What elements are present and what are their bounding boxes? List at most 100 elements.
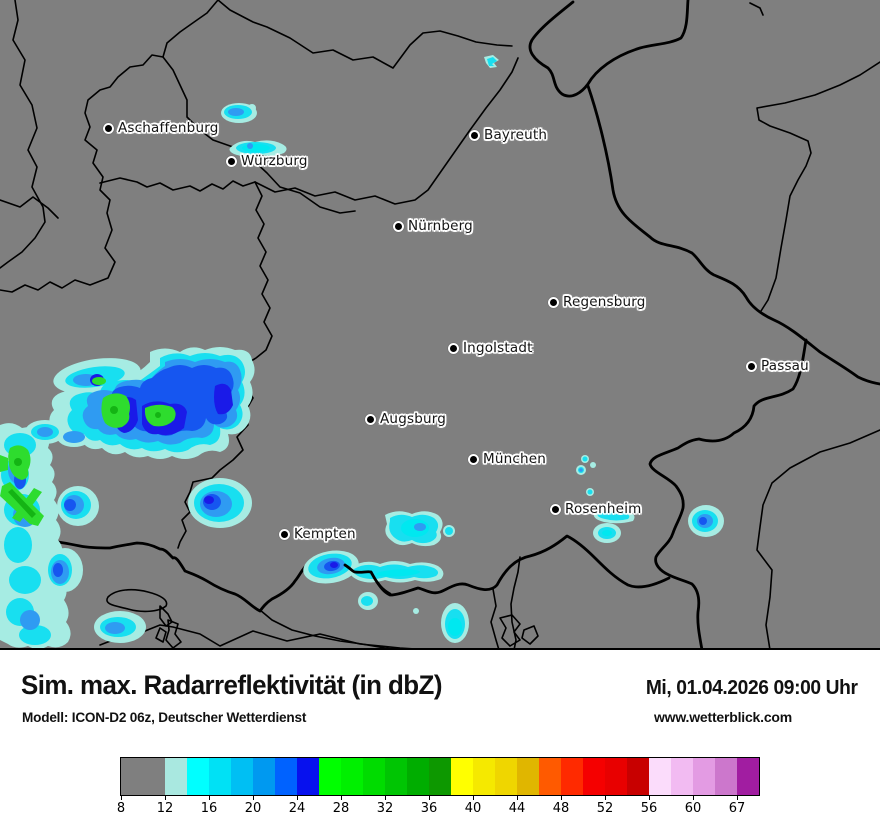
country-border-overlay	[343, 563, 392, 596]
tick-label: 8	[116, 801, 126, 816]
tick-label: 12	[156, 801, 174, 816]
city-label: Aschaffenburg	[118, 120, 219, 136]
city-dot-icon	[226, 155, 237, 167]
tick-label: 44	[508, 801, 526, 816]
precipitation-layer	[0, 55, 724, 648]
colorbar-segment	[473, 758, 495, 795]
city-label: Rosenheim	[565, 501, 642, 517]
colorbar-segment	[649, 758, 671, 795]
colorbar-segment	[121, 758, 165, 795]
colorbar-segment	[561, 758, 583, 795]
tick-mark	[385, 795, 386, 800]
valid-time: Mi, 01.04.2026 09:00 Uhr	[646, 677, 858, 699]
city-marker[interactable]: Nürnberg	[393, 218, 473, 234]
colorbar-segment	[363, 758, 385, 795]
colorbar-segment	[605, 758, 627, 795]
city-marker[interactable]: Regensburg	[548, 294, 646, 310]
city-dot-icon	[103, 122, 114, 134]
city-marker[interactable]: Bayreuth	[469, 127, 547, 143]
city-dot-icon	[279, 528, 290, 540]
tick-mark	[429, 795, 430, 800]
colorbar-segment	[517, 758, 539, 795]
tick-mark	[209, 795, 210, 800]
colorbar-segment	[539, 758, 561, 795]
tick-mark	[517, 795, 518, 800]
radar-map[interactable]: Aschaffenburg Würzburg Bayreuth Nürnberg…	[0, 0, 880, 650]
colorbar-ticks: 8 12 16 20 24 28 32 36 40 44 48 52 56 60 67	[117, 795, 780, 825]
tick-mark	[561, 795, 562, 800]
colorbar-segment	[429, 758, 451, 795]
map-canvas	[0, 0, 880, 648]
tick-label: 16	[200, 801, 218, 816]
city-marker[interactable]: Rosenheim	[550, 501, 642, 517]
colorbar-segment	[407, 758, 429, 795]
tick-label: 52	[596, 801, 614, 816]
city-marker[interactable]: Ingolstadt	[448, 340, 533, 356]
tick-mark	[341, 795, 342, 800]
colorbar-segment	[297, 758, 319, 795]
city-marker[interactable]: Würzburg	[226, 153, 308, 169]
tick-label: 40	[464, 801, 482, 816]
colorbar-segment	[253, 758, 275, 795]
tick-label: 56	[640, 801, 658, 816]
colorbar-segment	[319, 758, 341, 795]
city-dot-icon	[548, 296, 559, 308]
colorbar-segment	[385, 758, 407, 795]
tick-mark	[253, 795, 254, 800]
tick-label: 48	[552, 801, 570, 816]
country-borders	[0, 0, 880, 648]
tick-mark	[121, 795, 122, 800]
city-label: Augsburg	[380, 411, 447, 427]
city-marker[interactable]: Passau	[746, 358, 809, 374]
tick-mark	[297, 795, 298, 800]
city-marker[interactable]: München	[468, 451, 546, 467]
state-borders	[0, 0, 880, 648]
tick-label: 28	[332, 801, 350, 816]
city-label: Regensburg	[563, 294, 646, 310]
city-label: München	[483, 451, 547, 467]
colorbar-segment	[715, 758, 737, 795]
city-label: Passau	[761, 358, 809, 374]
colorbar-segment	[165, 758, 187, 795]
colorbar-segment	[209, 758, 231, 795]
city-dot-icon	[393, 220, 404, 232]
page-title: Sim. max. Radarreflektivität (in dbZ)	[21, 670, 442, 700]
city-dot-icon	[468, 453, 479, 465]
city-dot-icon	[365, 413, 376, 425]
model-info: Modell: ICON-D2 06z, Deutscher Wetterdie…	[22, 709, 307, 725]
tick-mark	[605, 795, 606, 800]
website-link[interactable]: www.wetterblick.com	[653, 709, 793, 725]
reflectivity-colorbar	[120, 757, 760, 796]
tick-mark	[693, 795, 694, 800]
city-marker[interactable]: Aschaffenburg	[103, 120, 219, 136]
city-dot-icon	[746, 360, 757, 372]
footer-panel: Sim. max. Radarreflektivität (in dbZ) Mi…	[0, 650, 880, 830]
tick-label: 60	[684, 801, 702, 816]
tick-mark	[737, 795, 738, 800]
city-marker[interactable]: Augsburg	[365, 411, 446, 427]
colorbar-segment	[451, 758, 473, 795]
colorbar-segment	[275, 758, 297, 795]
colorbar-segment	[231, 758, 253, 795]
colorbar-segment	[627, 758, 649, 795]
city-label: Ingolstadt	[463, 340, 533, 356]
tick-label: 20	[244, 801, 262, 816]
city-dot-icon	[448, 342, 459, 354]
city-dot-icon	[469, 129, 480, 141]
city-label: Bayreuth	[484, 127, 548, 143]
colorbar-segment	[583, 758, 605, 795]
colorbar-segment	[341, 758, 363, 795]
tick-label: 67	[728, 801, 746, 816]
tick-label: 36	[420, 801, 438, 816]
colorbar-segment	[187, 758, 209, 795]
city-marker[interactable]: Kempten	[279, 526, 356, 542]
tick-label: 32	[376, 801, 394, 816]
tick-mark	[473, 795, 474, 800]
colorbar-segment	[693, 758, 715, 795]
city-label: Nürnberg	[408, 218, 473, 234]
colorbar-segment	[737, 758, 759, 795]
colorbar-segment	[671, 758, 693, 795]
tick-mark	[649, 795, 650, 800]
tick-label: 24	[288, 801, 306, 816]
